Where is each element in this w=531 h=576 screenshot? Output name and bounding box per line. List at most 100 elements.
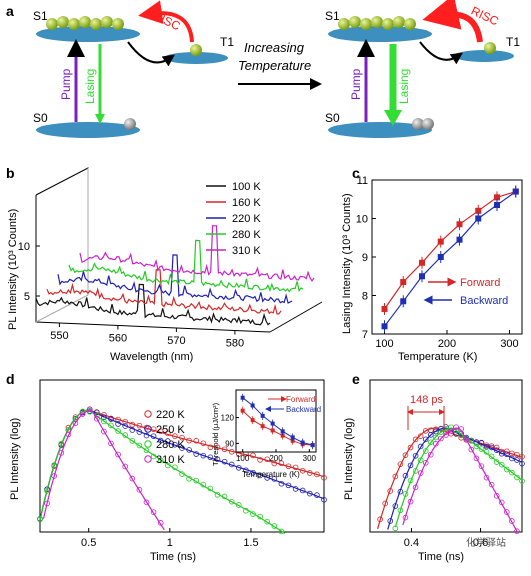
panel-b: b PL Intensity (10³ Counts) Wavelength (…: [6, 165, 323, 363]
point-Backward-310: [512, 188, 519, 195]
point-310K-26: [129, 475, 136, 482]
t1-label-left: T1: [220, 35, 234, 49]
inset-xlabel: Temperature (K): [242, 470, 300, 479]
inset-x-tick-label-100: 100: [236, 454, 250, 463]
legend-label-250K: 250 K: [156, 424, 185, 436]
fit-line-280K: [39, 409, 286, 534]
inset-y-tick-label-120: 120: [221, 414, 235, 423]
panel-d-axes: 0.5 1 1.5: [81, 528, 259, 549]
inset-point-Forward-220: [280, 433, 285, 438]
e-point-280K-44: [478, 446, 485, 452]
point-Backward-100: [381, 323, 388, 330]
inset-point-Forward-130: [250, 418, 255, 423]
point-Backward-250: [475, 215, 482, 222]
legend-label-310K: 310 K: [156, 454, 185, 466]
panel-label-e: e: [352, 371, 360, 387]
e-point-310K-40: [468, 446, 475, 453]
s0-label-right: S0: [325, 111, 340, 125]
inset-point-Backward-190: [270, 421, 275, 426]
point-220K-80: [321, 475, 327, 481]
arrow-text-line1: Increasing: [244, 40, 305, 55]
point-Forward-250: [475, 207, 482, 214]
e-point-280K-28: [438, 429, 444, 435]
s1-level-left: [36, 26, 140, 42]
point-280K-64: [264, 518, 271, 525]
panel-a: a S1 T1 RISC S0 Pump Lasing: [6, 0, 520, 138]
e-point-310K-34: [453, 424, 459, 430]
panel-label-a: a: [6, 3, 14, 19]
point-280K-68: [278, 528, 285, 535]
e-point-220K-18: [412, 436, 419, 443]
inset-point-Forward-190: [270, 428, 275, 433]
point-310K-16: [94, 415, 100, 422]
e-point-310K-58: [514, 528, 520, 534]
risc-arrow-right: [422, 0, 483, 43]
inset-point-Backward-160: [260, 413, 265, 418]
point-310K-18: [101, 428, 107, 435]
x-tick-label-560: 560: [109, 333, 127, 345]
panel-c-legend: Forward Backward: [423, 277, 508, 307]
panel-e-xlabel: Time (ns): [418, 551, 464, 563]
panel-b-xticks: 550 560 570 580: [50, 323, 244, 350]
legend-label-160K: 160 K: [232, 197, 261, 209]
fit-line-310K: [42, 409, 165, 531]
s0-population-right: [412, 118, 424, 130]
e-point-250K-22: [422, 436, 429, 443]
inset-point-Backward-280: [300, 440, 305, 445]
point-310K-28: [136, 487, 143, 493]
point-Backward-160: [419, 273, 425, 280]
panel-b-xlabel: Wavelength (nm): [110, 351, 193, 363]
point-280K-30: [143, 447, 150, 454]
panel-label-d: d: [6, 371, 15, 387]
y-tick-label-9: 9: [362, 252, 368, 264]
point-220K-62: [257, 457, 263, 463]
point-220K-48: [207, 444, 214, 451]
e-point-310K-56: [509, 518, 515, 524]
x-tick-label-550: 550: [50, 330, 68, 342]
point-310K-4: [51, 473, 57, 479]
lasing-label-right: Lasing: [397, 69, 411, 104]
panel-e-axes: 0.4 0.6: [404, 528, 488, 549]
inset-x-tick-label-300: 300: [303, 454, 317, 463]
point-Forward-160: [419, 259, 425, 266]
legend-label-100K: 100 K: [232, 181, 261, 193]
y-tick-label-10: 10: [18, 241, 30, 253]
inset-axes: 100 200 300 90 120: [221, 414, 317, 463]
point-220K-24: [122, 418, 128, 425]
diagram-left: S1 T1 RISC S0 Pump Lasing: [33, 0, 234, 138]
panel-d-xlabel: Time (ns): [150, 551, 196, 563]
inset-point-Backward-310: [310, 443, 315, 448]
e-point-310K-54: [503, 509, 510, 515]
panel-b-traces: [35, 225, 315, 326]
x-tick-label-200: 200: [438, 338, 456, 350]
legend-label-280K: 280 K: [232, 229, 261, 241]
s0-label-left: S0: [33, 111, 48, 125]
point-310K-10: [72, 420, 79, 427]
risc-label-left: RISC: [151, 8, 183, 33]
point-310K-12: [79, 411, 86, 417]
legend-marker-220K: [144, 410, 152, 418]
legend-label-280K: 280 K: [156, 439, 185, 451]
e-point-280K-22: [422, 448, 429, 454]
panel-d-inset: Threshold (μJ/cm²) Temperature (K) 100 20…: [211, 389, 321, 479]
legend-forward-label: Forward: [460, 277, 500, 289]
e-point-310K-28: [438, 435, 444, 442]
e-point-310K-22: [422, 459, 429, 466]
trace-310K: [79, 225, 315, 283]
inset-point-Backward-130: [250, 403, 255, 408]
panel-d: d PL Intensity (log) Time (ns) 0.5 1 1.5 2…: [6, 371, 327, 563]
legend-label-220K: 220 K: [232, 213, 261, 225]
e-point-280K-42: [473, 443, 480, 450]
panel-c-axes: 100 200 300 7 8 9 10 11: [356, 175, 519, 350]
point-280K-20: [108, 422, 114, 429]
point-310K-20: [108, 440, 114, 447]
s1-population-right: [338, 16, 416, 30]
panel-d-legend: 220 K 250 K 280 K 310 K: [144, 409, 185, 466]
panel-c-ylabel: Lasing Intensity (10³ Counts): [341, 193, 353, 334]
panel-d-series: [37, 406, 327, 535]
e-point-250K-24: [427, 432, 434, 438]
x-tick-label-1: 1: [167, 537, 173, 549]
e-point-250K-8: [387, 518, 394, 524]
s1-population-left: [46, 16, 124, 30]
